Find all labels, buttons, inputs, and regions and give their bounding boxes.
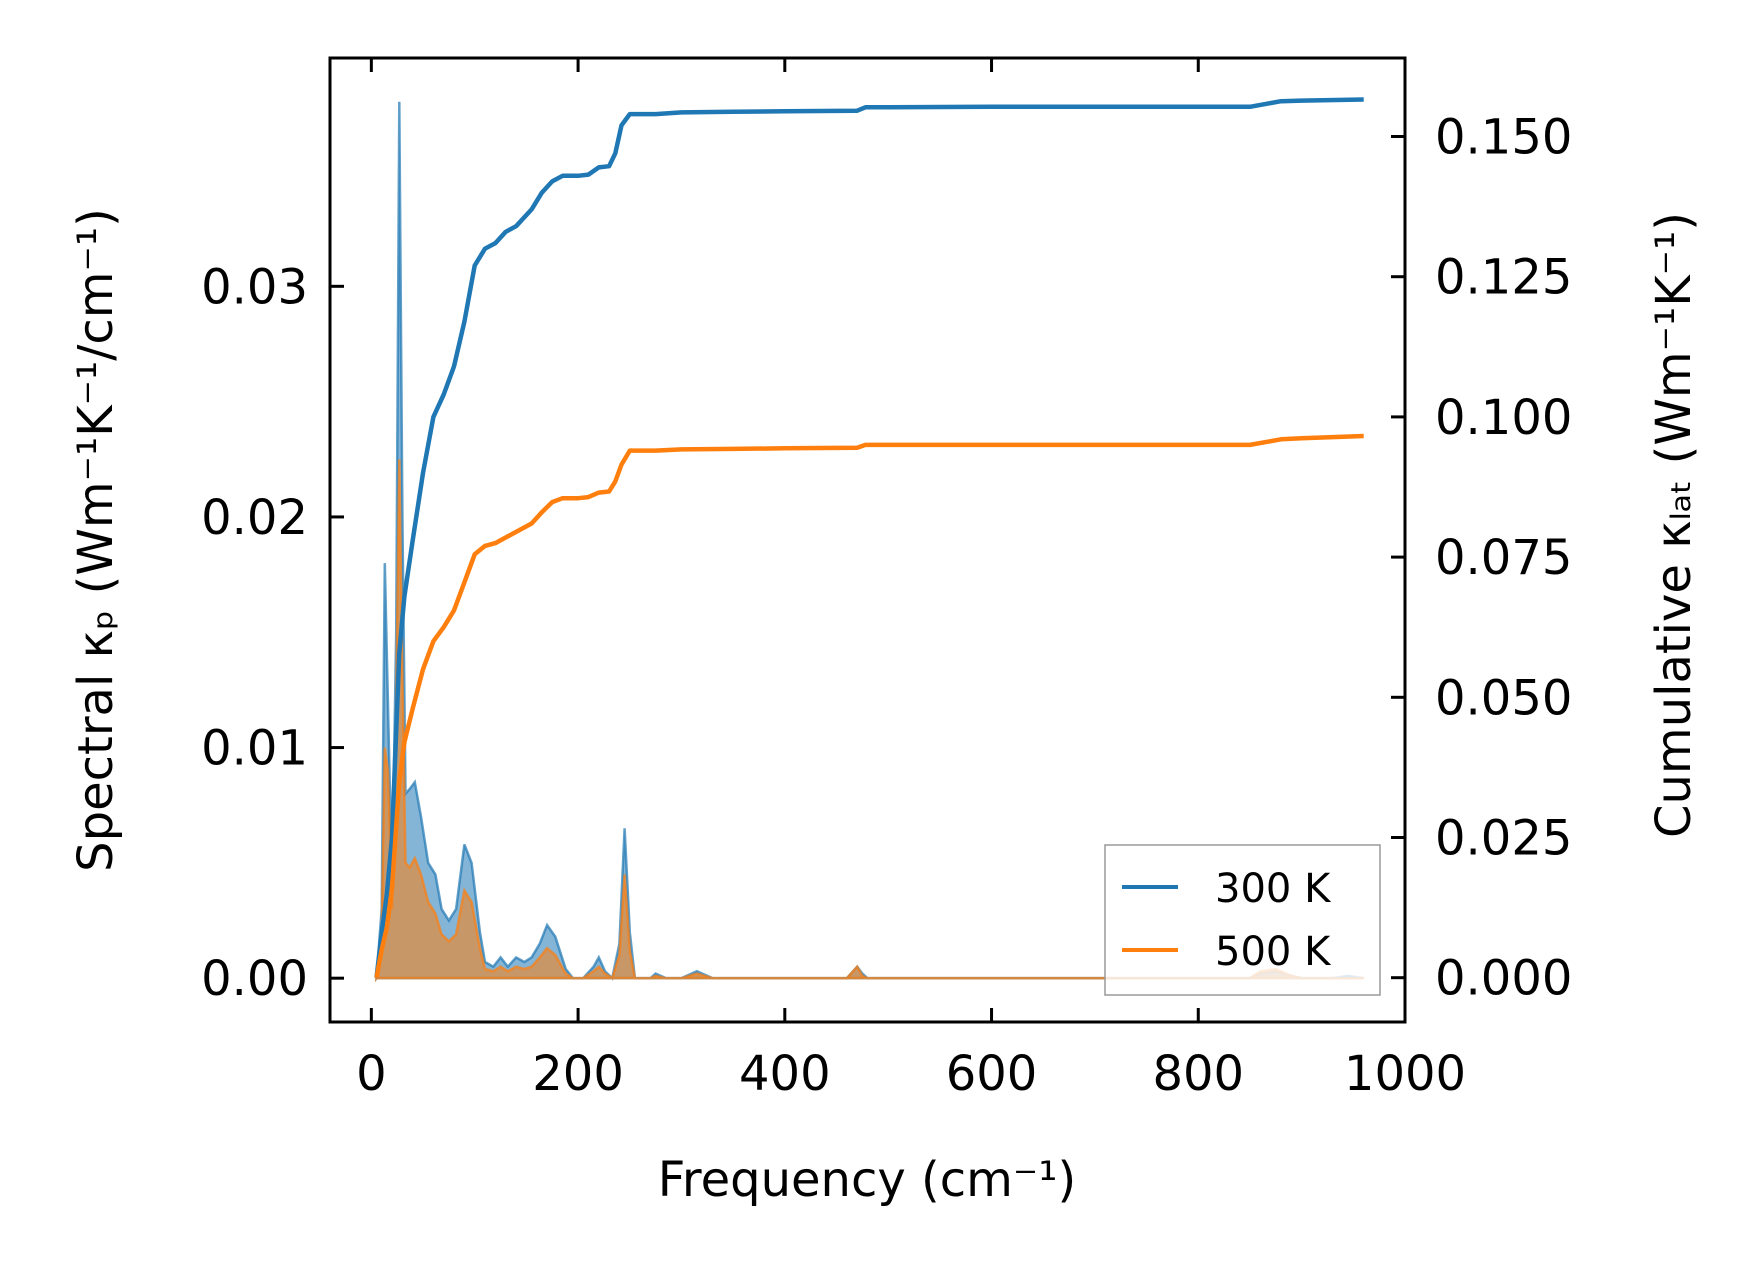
- cumulative-line-300k: [374, 97, 1364, 978]
- plot-area: 0 200 400 600 800 1000 0.00 0.01 0.02 0.03 0.000 0.…: [201, 56, 1572, 1102]
- spectral-area-500k: [374, 459, 1365, 983]
- legend-label-500k: 500 K: [1215, 929, 1332, 975]
- legend: 300 K 500 K: [1104, 844, 1381, 996]
- y-right-tick-label: 0.025: [1435, 810, 1572, 866]
- spectral-fills: [374, 101, 1365, 983]
- x-tick-label: 0: [356, 1046, 387, 1102]
- y-left-tick-label: 0.01: [201, 721, 308, 777]
- y-left-tick-label: 0.00: [201, 951, 308, 1007]
- y-right-tick-label: 0.000: [1435, 951, 1572, 1007]
- axes-frame: [328, 56, 1407, 1024]
- y-right-tick-label: 0.125: [1435, 250, 1572, 306]
- y-right-tick-label: 0.075: [1435, 530, 1572, 586]
- x-tick-label: 400: [739, 1046, 831, 1102]
- cumulative-line-500k: [374, 433, 1364, 979]
- x-tick-label: 1000: [1344, 1046, 1466, 1102]
- x-tick-label: 600: [946, 1046, 1038, 1102]
- y-right-tick-label: 0.150: [1435, 110, 1572, 166]
- y-left-tick-label: 0.03: [201, 259, 308, 315]
- ticks: [330, 58, 1407, 1022]
- y-right-tick-label: 0.050: [1435, 670, 1572, 726]
- y-axis-left-title: Spectral κₚ (Wm⁻¹K⁻¹/cm⁻¹): [68, 208, 124, 872]
- x-tick-label: 800: [1152, 1046, 1244, 1102]
- y-left-tick-label: 0.02: [201, 490, 308, 546]
- cumulative-lines: [374, 97, 1364, 979]
- legend-label-300k: 300 K: [1215, 866, 1332, 912]
- tick-labels: 0 200 400 600 800 1000 0.00 0.01 0.02 0.03 0.000 0.…: [201, 110, 1572, 1102]
- x-axis-title: Frequency (cm⁻¹): [658, 1152, 1076, 1208]
- x-tick-label: 200: [532, 1046, 624, 1102]
- y-axis-right-title: Cumulative κₗₐₜ (Wm⁻¹K⁻¹): [1646, 212, 1702, 838]
- legend-box: [1104, 844, 1381, 996]
- y-right-tick-label: 0.100: [1435, 390, 1572, 446]
